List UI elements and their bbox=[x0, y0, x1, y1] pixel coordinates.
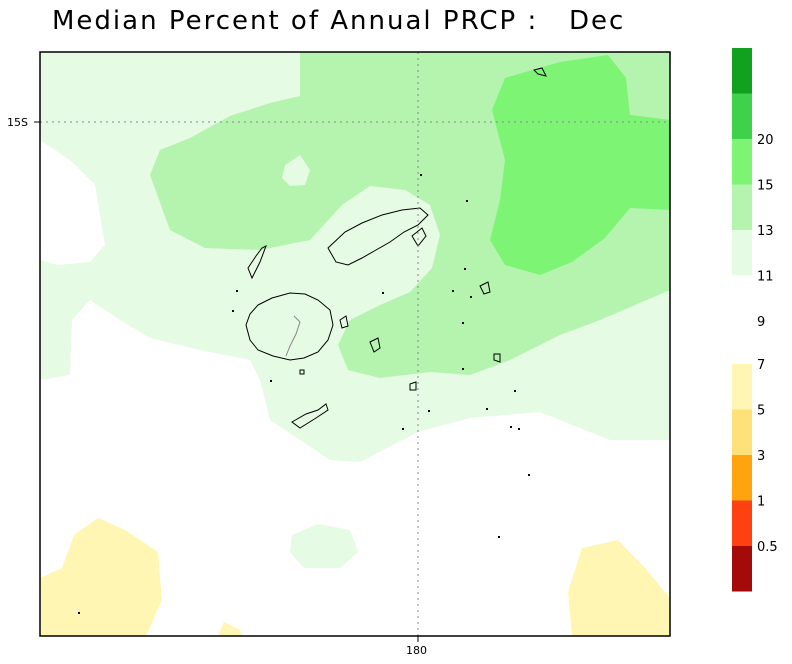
lon-label: 180 bbox=[406, 644, 427, 657]
region-white-left bbox=[40, 140, 105, 265]
map-frame bbox=[39, 51, 671, 637]
island-yasawa bbox=[247, 244, 267, 280]
legend-lower-label-2: 3 bbox=[757, 449, 765, 464]
map-title: Median Percent of Annual PRCP : Dec bbox=[52, 6, 626, 36]
region-spot-very-light-bottom bbox=[290, 524, 358, 568]
legend-upper-label-2: 13 bbox=[757, 224, 774, 239]
legend-lower-swatch-3 bbox=[732, 500, 752, 546]
region-spot-very-light bbox=[282, 155, 310, 186]
island-vanua-levu bbox=[327, 207, 429, 266]
island-koro bbox=[369, 337, 381, 353]
legend-upper-swatch-2 bbox=[732, 184, 752, 230]
legend-lower-label-1: 5 bbox=[757, 404, 765, 419]
legend-upper-label-3: 15 bbox=[757, 179, 774, 194]
legend-lower-label-3: 1 bbox=[757, 495, 765, 510]
island-ovalau bbox=[339, 315, 349, 329]
legend-lower-label-0: 7 bbox=[757, 358, 765, 373]
legend-lower-swatch-2 bbox=[732, 455, 752, 501]
region-yellow-bottom-right bbox=[568, 540, 670, 636]
small-islets bbox=[78, 174, 530, 614]
island-viti-levu bbox=[245, 292, 334, 361]
legend-upper-swatch-0 bbox=[732, 275, 752, 321]
legend-upper-label-4: 20 bbox=[757, 133, 774, 148]
region-yellow-bottom-left bbox=[40, 518, 162, 636]
legend-upper-swatch-5 bbox=[732, 48, 752, 94]
legend-lower-swatch-1 bbox=[732, 409, 752, 455]
island-lau-2 bbox=[493, 353, 501, 363]
island-lau-3 bbox=[409, 381, 417, 391]
legend-lower-swatch-4 bbox=[732, 546, 752, 592]
island-north bbox=[533, 67, 547, 77]
coastlines bbox=[245, 67, 547, 429]
island-vatulele bbox=[299, 369, 305, 375]
legend-lower-label-4: 0.5 bbox=[757, 540, 778, 555]
legend-upper: 9 11 13 15 20 bbox=[732, 48, 774, 330]
precip-field bbox=[40, 52, 670, 636]
legend-upper-label-1: 11 bbox=[757, 270, 774, 285]
province-border bbox=[285, 315, 301, 357]
legend-lower-swatch-0 bbox=[732, 364, 752, 410]
legend-upper-swatch-3 bbox=[732, 139, 752, 185]
legend-upper-swatch-1 bbox=[732, 230, 752, 276]
legend-lower: 7 5 3 1 0.5 bbox=[732, 358, 778, 592]
legend-upper-swatch-4 bbox=[732, 93, 752, 139]
island-lau-1 bbox=[479, 281, 491, 295]
lat-label: 15S bbox=[7, 116, 28, 129]
island-kadavu bbox=[291, 403, 329, 429]
region-yellow-bottom-mid bbox=[218, 622, 242, 636]
island-taveuni bbox=[411, 227, 427, 247]
legend-upper-label-0: 9 bbox=[757, 315, 765, 330]
region-medium-green bbox=[490, 55, 670, 275]
